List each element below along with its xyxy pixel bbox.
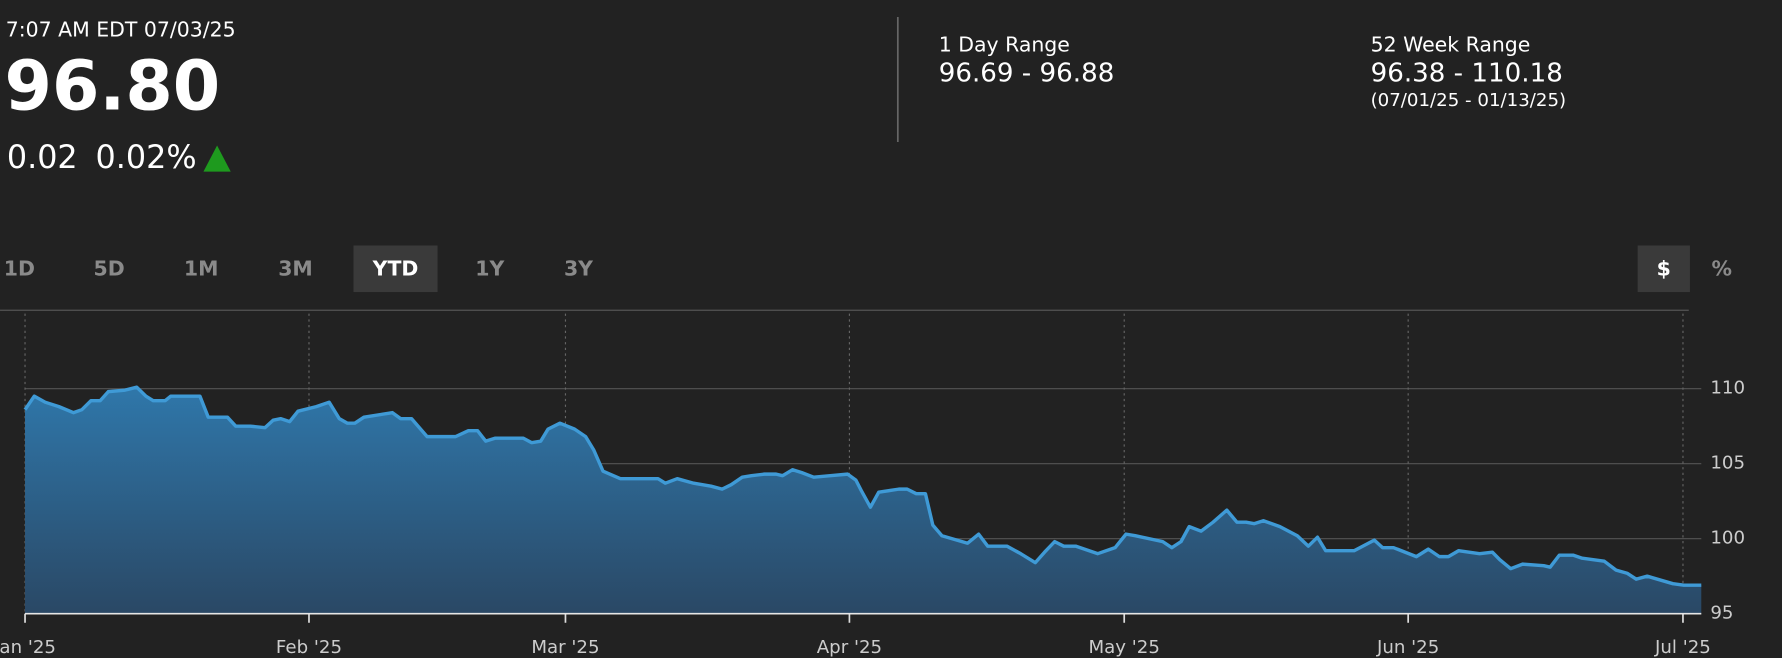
x-tick-label: May '25 bbox=[1088, 637, 1159, 658]
price-line bbox=[23, 385, 1702, 587]
tab[interactable]: YTD bbox=[372, 256, 419, 280]
tab-highlight bbox=[353, 245, 438, 293]
unit-highlight bbox=[1637, 245, 1690, 293]
y-tick-label: 105 bbox=[1710, 453, 1745, 474]
tab[interactable]: 3M bbox=[278, 256, 313, 280]
price: 96.80 bbox=[5, 47, 221, 126]
unit-toggle[interactable]: % bbox=[1711, 256, 1731, 280]
timestamp: 7:07 AM EDT 07/03/25 bbox=[6, 18, 236, 42]
tabs: 1D 5D 1M 3M YTD 1Y 3Y $% bbox=[4, 245, 1732, 293]
tab[interactable]: 5D bbox=[94, 256, 125, 280]
range-dates: (07/01/25 - 01/13/25) bbox=[1371, 90, 1567, 111]
change-percent: 0.02% bbox=[95, 138, 196, 176]
unit-toggle[interactable]: $ bbox=[1657, 256, 1671, 280]
area-fill bbox=[25, 387, 1702, 614]
tab[interactable]: 1M bbox=[184, 256, 219, 280]
x-tick-label: Mar '25 bbox=[531, 637, 599, 658]
x-tick-label: Jul '25 bbox=[1654, 637, 1711, 658]
tab[interactable]: 3Y bbox=[564, 256, 593, 280]
y-tick-label: 110 bbox=[1710, 378, 1745, 399]
range-label: 52 Week Range bbox=[1371, 32, 1531, 56]
x-tick-label: Apr '25 bbox=[817, 637, 882, 658]
range-value: 96.69 - 96.88 bbox=[939, 58, 1115, 88]
change: 0.02 bbox=[7, 138, 78, 176]
tab[interactable]: 1Y bbox=[475, 256, 504, 280]
y-tick-label: 100 bbox=[1710, 528, 1745, 549]
range-value: 96.38 - 110.18 bbox=[1371, 58, 1563, 88]
tab[interactable]: 1D bbox=[4, 256, 35, 280]
range-label: 1 Day Range bbox=[939, 32, 1070, 56]
up-arrow bbox=[203, 145, 231, 172]
x-tick-label: Jun '25 bbox=[1376, 637, 1439, 658]
x-tick-label: Feb '25 bbox=[276, 637, 342, 658]
chart: 95 100 105 110 Jan '25 Feb '25 Mar '25 Apr '25 M… bbox=[0, 309, 1745, 658]
y-tick-label: 95 bbox=[1710, 603, 1733, 624]
x-tick-label: Jan '25 bbox=[0, 637, 56, 658]
